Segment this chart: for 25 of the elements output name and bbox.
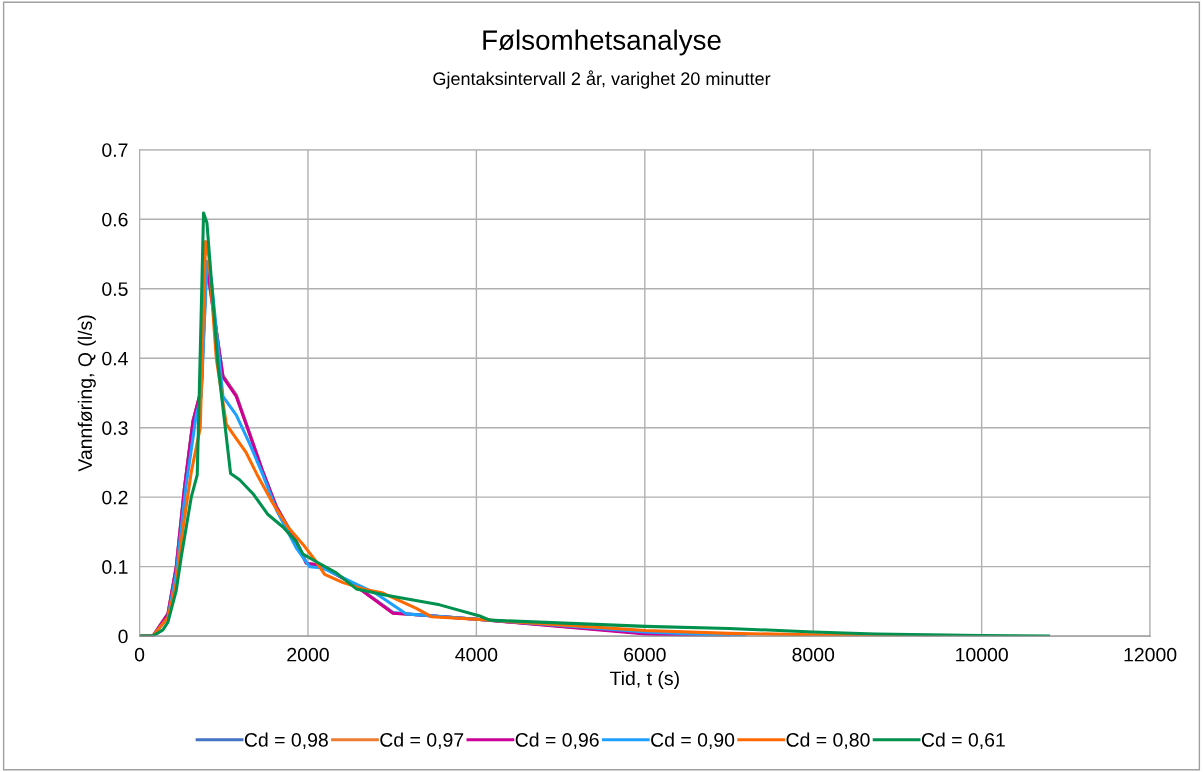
x-tick-label: 10000 [956, 647, 1008, 662]
x-tick-label: 2000 [287, 647, 329, 662]
y-tick-label: 0.5 [102, 282, 128, 296]
y-tick-label: 0.3 [102, 421, 128, 435]
legend-label: Cd = 0,97 [380, 732, 464, 750]
x-tick-label: 0 [134, 647, 145, 662]
chart-subtitle: Gjentaksintervall 2 år, varighet 20 minutter [433, 70, 771, 89]
y-tick-label: 0.1 [102, 560, 128, 574]
x-tick-label: 4000 [455, 647, 498, 662]
y-tick-label: 0.6 [102, 212, 128, 227]
legend-label: Cd = 0,61 [921, 732, 1005, 750]
y-axis-title: Vannføring, Q (l/s) [77, 315, 96, 472]
x-tick-label: 12000 [1124, 647, 1177, 662]
y-tick-label: 0.7 [102, 143, 128, 157]
y-tick-label: 0 [118, 629, 128, 644]
x-tick-label: 6000 [624, 647, 666, 662]
y-tick-label: 0.4 [102, 351, 128, 366]
x-axis-title: Tid, t (s) [609, 670, 679, 690]
legend-label: Cd = 0,90 [651, 732, 735, 750]
legend-label: Cd = 0,80 [786, 732, 870, 750]
x-tick-label: 8000 [792, 647, 835, 662]
y-tick-label: 0.2 [102, 490, 128, 505]
chart-title: Følsomhetsanalyse [483, 29, 721, 56]
legend-label: Cd = 0,96 [515, 732, 599, 750]
legend-label: Cd = 0,98 [244, 732, 328, 750]
